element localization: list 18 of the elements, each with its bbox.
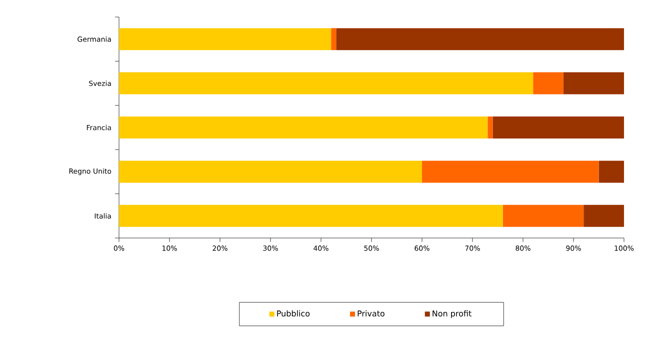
bar [502,204,584,227]
bar [533,72,564,94]
legend-label: Privato [358,310,384,316]
bar [563,72,624,94]
bar [119,72,534,94]
bar [336,28,624,50]
bar [119,28,332,50]
bar [492,116,624,139]
bar [119,204,503,227]
bar [584,204,624,227]
bar [119,160,422,183]
bar [488,116,493,139]
bar [598,160,624,183]
bar [422,160,599,183]
bar [119,116,488,139]
bar [331,28,336,50]
legend-label: Non profit [432,310,472,318]
legend-label: Pubblico [277,310,310,316]
